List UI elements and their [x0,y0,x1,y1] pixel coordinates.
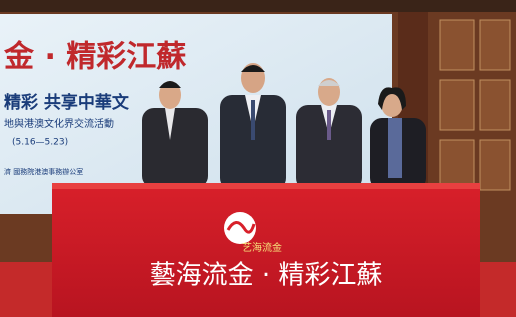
backdrop-subtitle: 精彩 共享中華文 [4,92,130,113]
backdrop-line: 地與港澳文化界交流活動 [4,117,114,130]
podium-title: 藝海流金 · 精彩江蘇 [150,261,383,291]
podium-edge [52,183,480,189]
ceiling [0,0,516,12]
podium-logo: 艺海流金 [242,241,282,254]
backdrop-title: 金 · 精彩江蘇 [3,40,186,75]
podium-logo-mark [224,212,256,244]
backdrop-dates: (5.16—5.23) [12,138,68,148]
backdrop-footer: 濟 國務院港澳事務辦公室 [4,167,83,176]
photo: 金 · 精彩江蘇 精彩 共享中華文 地與港澳文化界交流活動 (5.16—5.23… [0,0,516,317]
